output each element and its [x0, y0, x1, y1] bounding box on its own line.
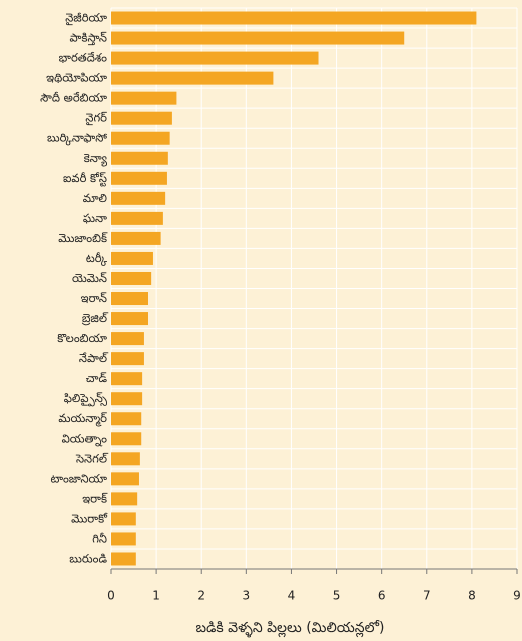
bar	[111, 452, 140, 466]
bar	[111, 211, 163, 225]
bar	[111, 151, 168, 165]
x-tick-label: 8	[468, 589, 476, 603]
x-tick-label: 3	[243, 589, 251, 603]
y-tick-label: నైగర్	[85, 111, 107, 126]
y-tick-label: భారతదేశం	[59, 51, 108, 65]
y-tick-label: ఫిలిప్పైన్స్	[64, 391, 108, 407]
bar	[111, 91, 177, 105]
bar	[111, 111, 172, 125]
bar	[111, 231, 161, 245]
bar	[111, 412, 142, 426]
y-tick-label: పాకిస్తాన్	[70, 31, 107, 46]
x-tick-label: 2	[197, 589, 205, 603]
y-tick-label: కొలంబియా	[57, 331, 107, 345]
y-tick-label: బురుండి	[69, 551, 107, 565]
x-tick-label: 7	[423, 589, 431, 603]
bar	[111, 352, 144, 366]
y-tick-label: గినీ	[92, 531, 107, 545]
y-tick-label: చాడ్	[86, 371, 108, 385]
y-tick-label: టర్కీ	[86, 251, 108, 266]
bar	[111, 71, 274, 85]
bar	[111, 31, 405, 45]
y-tick-label: మయన్మార్	[58, 411, 107, 427]
y-tick-label: ఇరాన్	[81, 291, 107, 305]
bar	[111, 312, 148, 326]
y-tick-label: మొరాకో	[71, 511, 108, 525]
bar	[111, 472, 139, 486]
x-tick-label: 5	[333, 589, 341, 603]
y-tick-label: ఐవరీ కోస్ట్	[63, 171, 107, 187]
bar	[111, 251, 153, 265]
y-tick-label: బుర్కినాఫాసో	[47, 131, 107, 146]
x-tick-label: 4	[288, 589, 296, 603]
y-tick-label: వియత్నాం	[62, 431, 108, 446]
y-tick-label: కెన్యా	[84, 151, 108, 167]
bar	[111, 332, 144, 346]
y-tick-label: నేపాల్	[79, 351, 109, 365]
bar	[111, 392, 143, 406]
y-tick-label: సౌదీ అరేబియా	[40, 91, 107, 105]
y-tick-label: ఇరాక్	[82, 491, 108, 505]
bar	[111, 171, 167, 185]
y-tick-label: మాలి	[83, 191, 108, 205]
x-tick-label: 1	[152, 589, 160, 603]
bar	[111, 131, 170, 145]
y-tick-label: యెమెన్	[72, 271, 107, 285]
y-tick-label: టాంజానియా	[51, 471, 108, 485]
y-tick-label: బ్రెజిల్	[81, 311, 108, 326]
bar	[111, 11, 477, 25]
x-tick-label: 0	[107, 589, 115, 603]
y-tick-label: ఘనా	[83, 211, 107, 225]
x-axis-title: బడికి వెళ్ళని పిల్లలు (మిలియన్లలో)	[196, 620, 385, 638]
bar	[111, 51, 319, 65]
y-tick-label: సెనెగల్	[75, 451, 109, 465]
bar	[111, 492, 138, 506]
bar	[111, 271, 152, 285]
y-tick-label: మొజాంబిక్	[58, 231, 108, 245]
x-tick-label: 9	[513, 589, 521, 603]
bar	[111, 292, 148, 306]
y-tick-label: ఇథియోపియా	[46, 71, 107, 85]
bar	[111, 552, 136, 566]
x-tick-label: 6	[378, 589, 386, 603]
bar	[111, 432, 142, 446]
bar	[111, 191, 166, 205]
y-tick-label: నైజీరియా	[65, 11, 107, 26]
bar	[111, 512, 136, 526]
bar	[111, 372, 143, 386]
bar	[111, 532, 136, 546]
